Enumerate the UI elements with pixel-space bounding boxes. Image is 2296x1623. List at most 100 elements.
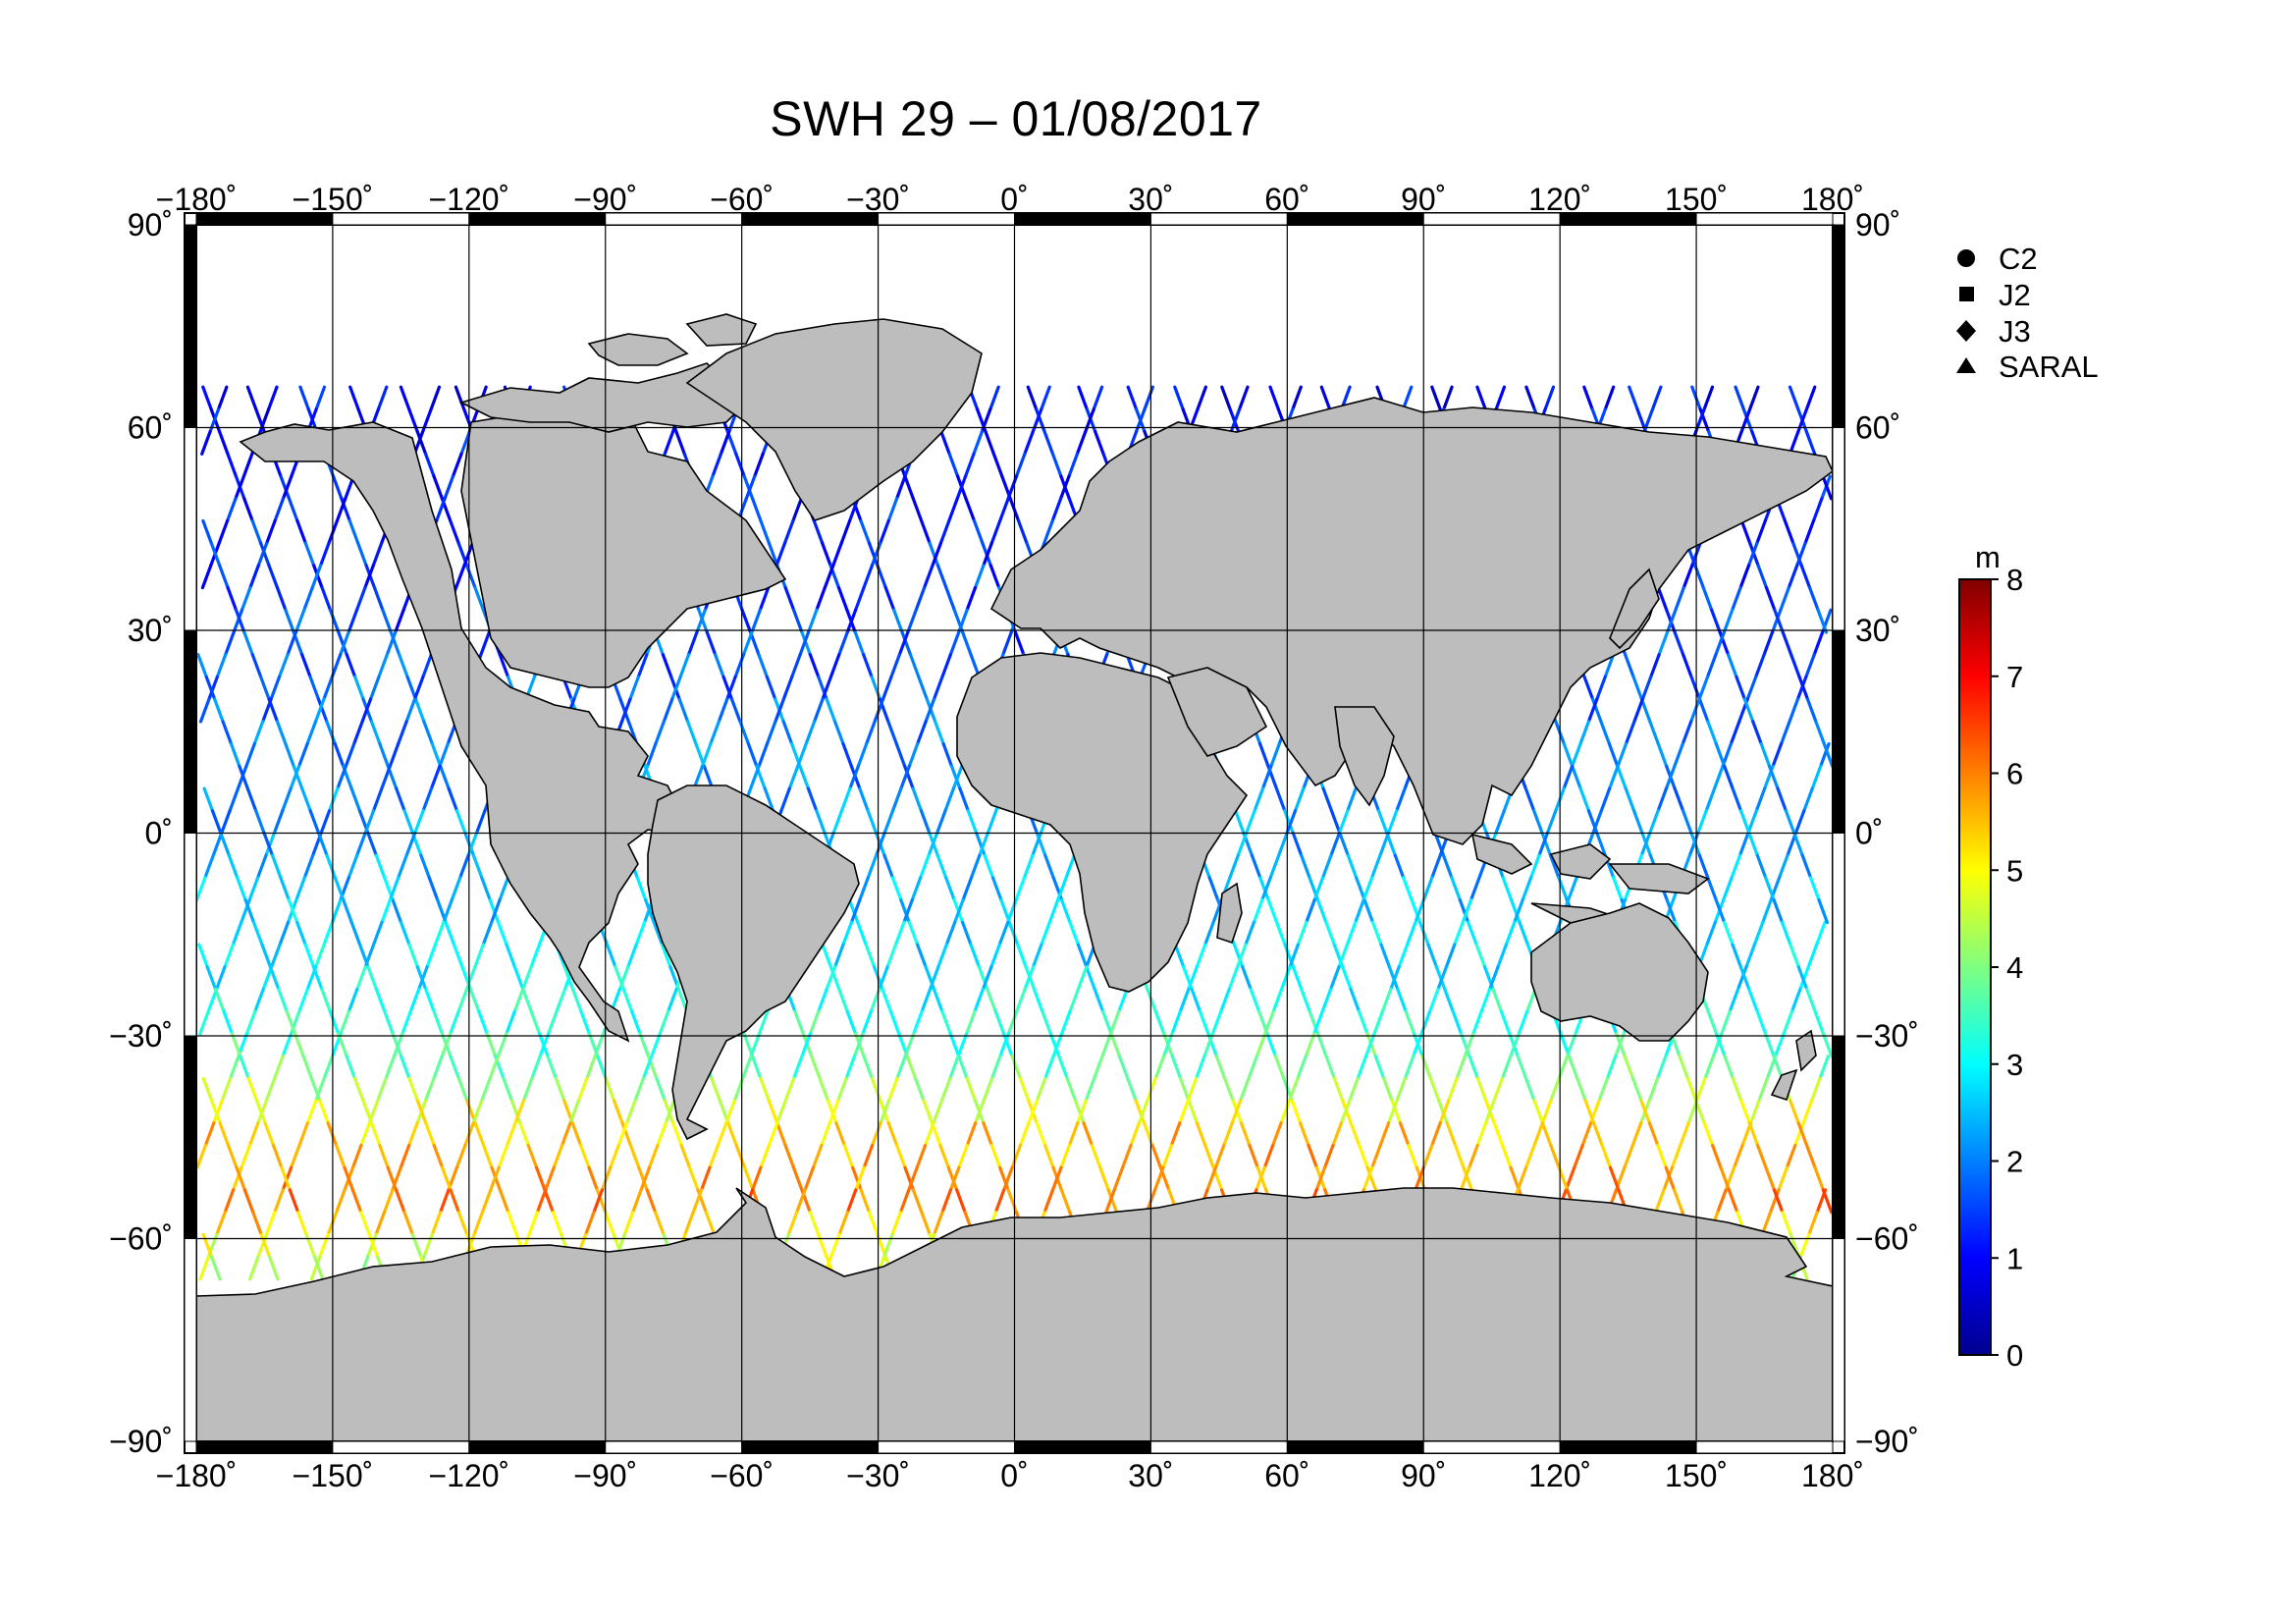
track-segment bbox=[935, 853, 948, 880]
track-segment bbox=[708, 1143, 721, 1169]
track-segment bbox=[1678, 1055, 1690, 1081]
track-segment bbox=[1479, 987, 1492, 1013]
track-segment bbox=[858, 786, 870, 813]
lon-tick-label-bottom: −120˚ bbox=[428, 1458, 509, 1493]
track-segment bbox=[1050, 1165, 1063, 1192]
track-segment bbox=[1509, 1032, 1521, 1058]
colorbar-unit-label: m bbox=[1975, 540, 2001, 574]
track-segment bbox=[350, 1143, 363, 1169]
track-segment bbox=[716, 1121, 728, 1148]
track-segment bbox=[275, 720, 288, 746]
track-segment bbox=[982, 1121, 993, 1148]
track-segment bbox=[1230, 1099, 1243, 1125]
lon-tick-label-top: 120˚ bbox=[1528, 182, 1591, 217]
track-segment bbox=[343, 1165, 354, 1192]
track-segment bbox=[882, 809, 895, 836]
track-segment bbox=[1710, 1143, 1723, 1169]
track-segment bbox=[264, 1211, 277, 1237]
track-segment bbox=[372, 585, 385, 612]
track-segment bbox=[862, 564, 875, 590]
track-segment bbox=[388, 741, 400, 769]
track-segment bbox=[859, 1188, 872, 1215]
track-segment bbox=[804, 720, 817, 746]
track-segment bbox=[939, 430, 951, 456]
frame-segment-left bbox=[184, 1238, 197, 1442]
track-segment bbox=[624, 1099, 637, 1125]
track-segment bbox=[1537, 831, 1550, 857]
track-segment bbox=[507, 1211, 518, 1237]
track-segment bbox=[1731, 786, 1743, 813]
track-segment bbox=[1697, 853, 1710, 880]
track-segment bbox=[664, 1099, 676, 1125]
track-segment bbox=[1747, 831, 1759, 857]
track-segment bbox=[546, 1009, 559, 1036]
track-segment bbox=[335, 497, 347, 523]
track-segment bbox=[417, 965, 429, 992]
track-segment bbox=[934, 809, 947, 836]
track-segment bbox=[783, 585, 796, 612]
track-segment bbox=[637, 1165, 649, 1192]
track-segment bbox=[1780, 920, 1792, 947]
track-segment bbox=[782, 518, 795, 545]
track-segment bbox=[1051, 1032, 1064, 1058]
track-segment bbox=[529, 1009, 542, 1036]
track-segment bbox=[892, 608, 904, 634]
track-segment bbox=[744, 474, 757, 501]
track-segment bbox=[1639, 1099, 1652, 1125]
track-segment bbox=[1674, 585, 1685, 612]
track-segment bbox=[1170, 1055, 1183, 1081]
track-segment bbox=[663, 430, 675, 456]
track-segment bbox=[1273, 1055, 1286, 1081]
track-segment bbox=[750, 1165, 763, 1192]
track-segment bbox=[518, 1121, 530, 1148]
track-segment bbox=[198, 1255, 210, 1281]
track-segment bbox=[856, 741, 869, 769]
track-segment bbox=[1345, 920, 1358, 947]
track-segment bbox=[1548, 853, 1561, 880]
track-segment bbox=[206, 987, 219, 1013]
track-segment bbox=[912, 1009, 924, 1036]
track-segment bbox=[1050, 452, 1063, 478]
track-segment bbox=[1047, 897, 1060, 925]
track-segment bbox=[1027, 1099, 1040, 1125]
track-segment bbox=[505, 1009, 516, 1036]
track-segment bbox=[1474, 943, 1487, 969]
track-segment bbox=[1657, 630, 1670, 657]
track-segment bbox=[374, 987, 387, 1013]
track-segment bbox=[270, 853, 283, 880]
track-segment bbox=[398, 653, 409, 679]
track-segment bbox=[932, 1099, 944, 1125]
track-segment bbox=[1014, 876, 1027, 902]
track-segment bbox=[1681, 809, 1693, 836]
track-segment bbox=[424, 987, 436, 1013]
track-segment bbox=[374, 853, 387, 880]
lon-tick-label-bottom: 0˚ bbox=[1000, 1458, 1028, 1493]
track-segment bbox=[1397, 943, 1410, 969]
track-segment bbox=[803, 1165, 816, 1192]
track-segment bbox=[1492, 1076, 1505, 1103]
track-segment bbox=[1013, 630, 1026, 657]
track-segment bbox=[889, 653, 901, 679]
track-segment bbox=[911, 497, 924, 523]
track-segment bbox=[1059, 1188, 1072, 1215]
track-segment bbox=[958, 786, 970, 813]
track-segment bbox=[1365, 1165, 1378, 1192]
track-segment bbox=[1035, 1076, 1047, 1103]
track-segment bbox=[900, 630, 913, 657]
track-segment bbox=[906, 608, 918, 634]
track-segment bbox=[1705, 920, 1717, 947]
track-segment bbox=[998, 497, 1010, 523]
track-segment bbox=[862, 653, 874, 679]
track-segment bbox=[767, 541, 779, 568]
track-segment bbox=[1016, 943, 1028, 969]
track-segment bbox=[371, 786, 384, 813]
track-segment bbox=[910, 876, 923, 902]
track-segment bbox=[791, 1055, 804, 1081]
track-segment bbox=[1475, 1076, 1488, 1103]
track-segment bbox=[423, 1076, 436, 1103]
track-segment bbox=[1058, 474, 1071, 501]
track-segment bbox=[989, 943, 1001, 969]
track-segment bbox=[886, 720, 898, 746]
track-segment bbox=[530, 1055, 542, 1081]
track-segment bbox=[890, 876, 903, 902]
